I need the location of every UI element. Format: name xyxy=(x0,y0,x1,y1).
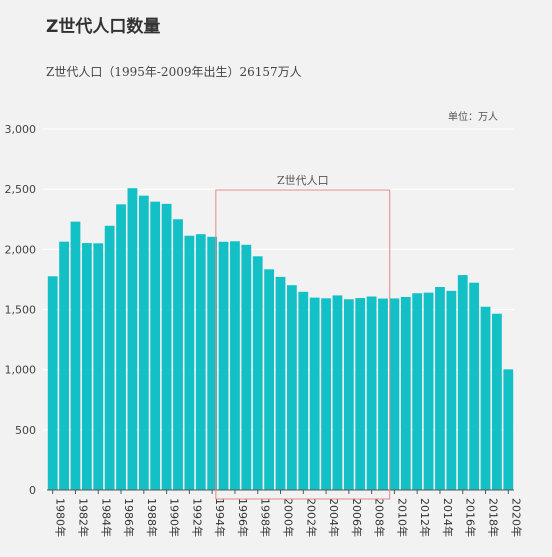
x-tick-label: 1992年 xyxy=(190,498,204,537)
bar-2016 xyxy=(457,275,468,490)
bar-2015 xyxy=(446,290,457,490)
x-tick-label: 1982年 xyxy=(76,498,90,537)
bar-2012 xyxy=(412,293,423,490)
bar-1992 xyxy=(184,235,195,490)
bar-1997 xyxy=(241,244,252,490)
bar-1980 xyxy=(47,276,58,490)
bar-2000 xyxy=(275,276,286,490)
x-tick-label: 2006年 xyxy=(350,498,364,537)
x-tick-label: 1984年 xyxy=(99,498,113,537)
bar-2010 xyxy=(389,298,400,490)
bar-2002 xyxy=(298,291,309,490)
bar-1994 xyxy=(207,236,218,490)
bar-1982 xyxy=(70,221,81,490)
bar-2011 xyxy=(400,296,411,490)
x-tick-label: 2020年 xyxy=(509,498,523,537)
y-tick-label: 3,000 xyxy=(5,123,37,136)
x-tick-label: 2016年 xyxy=(464,498,478,537)
highlight-label: Z世代人口 xyxy=(277,174,329,187)
bar-1988 xyxy=(138,195,149,490)
y-tick-label: 1,000 xyxy=(5,364,37,377)
bar-1998 xyxy=(252,256,263,490)
bar-1981 xyxy=(59,241,69,490)
bar-2004 xyxy=(321,298,331,490)
x-tick-label: 1988年 xyxy=(145,498,159,537)
x-tick-label: 2012年 xyxy=(418,498,432,537)
bar-1989 xyxy=(150,201,161,490)
y-tick-label: 0 xyxy=(29,484,36,497)
x-tick-label: 2000年 xyxy=(282,498,296,537)
chart-subtitle: Z世代人口（1995年-2009年出生）26157万人 xyxy=(46,65,302,79)
y-tick-label: 2,500 xyxy=(5,183,37,196)
x-tick-label: 2002年 xyxy=(304,498,318,537)
y-tick-label: 500 xyxy=(15,424,36,437)
bar-1996 xyxy=(230,241,240,490)
bar-1985 xyxy=(104,225,115,491)
bar-2020 xyxy=(503,369,514,490)
axes: 0 500 1,000 1,500 2,000 2,500 3,000 1980年 1982年 1… xyxy=(5,123,524,537)
chart-title: Z世代人口数量 xyxy=(46,17,161,37)
bar-1990 xyxy=(161,203,172,490)
bar-1995 xyxy=(218,241,229,490)
bar-1984 xyxy=(93,243,104,490)
x-tick-label: 1998年 xyxy=(259,498,273,537)
bar-1999 xyxy=(264,269,275,490)
bar-1993 xyxy=(195,234,206,490)
y-tick-label: 2,000 xyxy=(5,243,37,256)
bar-1991 xyxy=(173,219,183,490)
x-tick-label: 1986年 xyxy=(122,498,136,537)
x-tick-label: 2014年 xyxy=(441,498,455,537)
bars xyxy=(47,188,514,491)
x-tick-label: 2004年 xyxy=(327,498,341,537)
bar-2008 xyxy=(366,296,377,490)
bar-1986 xyxy=(116,204,126,490)
y-tick-label: 1,500 xyxy=(5,304,37,317)
bar-2009 xyxy=(378,298,388,490)
unit-label: 单位：万人 xyxy=(448,112,498,123)
bar-2017 xyxy=(469,282,480,490)
bar-2007 xyxy=(355,298,366,490)
x-tick-label: 1990年 xyxy=(168,498,182,537)
bar-2018 xyxy=(480,306,491,490)
highlight-annotation: Z世代人口 xyxy=(215,174,391,500)
x-tick-label: 2008年 xyxy=(373,498,387,537)
bar-2019 xyxy=(492,313,502,490)
bar-2001 xyxy=(286,285,297,490)
x-tick-label: 1994年 xyxy=(213,498,227,537)
x-tick-label: 1980年 xyxy=(54,498,68,537)
bar-2014 xyxy=(435,286,445,490)
highlight-box xyxy=(215,189,391,500)
bar-2003 xyxy=(309,297,320,490)
bar-2005 xyxy=(332,295,343,490)
bar-1983 xyxy=(81,243,92,490)
bar-2006 xyxy=(343,299,354,490)
bar-2013 xyxy=(423,292,434,490)
x-tick-label: 2010年 xyxy=(395,498,409,537)
x-tick-label: 2018年 xyxy=(487,498,501,537)
x-tick-label: 1996年 xyxy=(236,498,250,537)
bar-1987 xyxy=(127,188,138,491)
